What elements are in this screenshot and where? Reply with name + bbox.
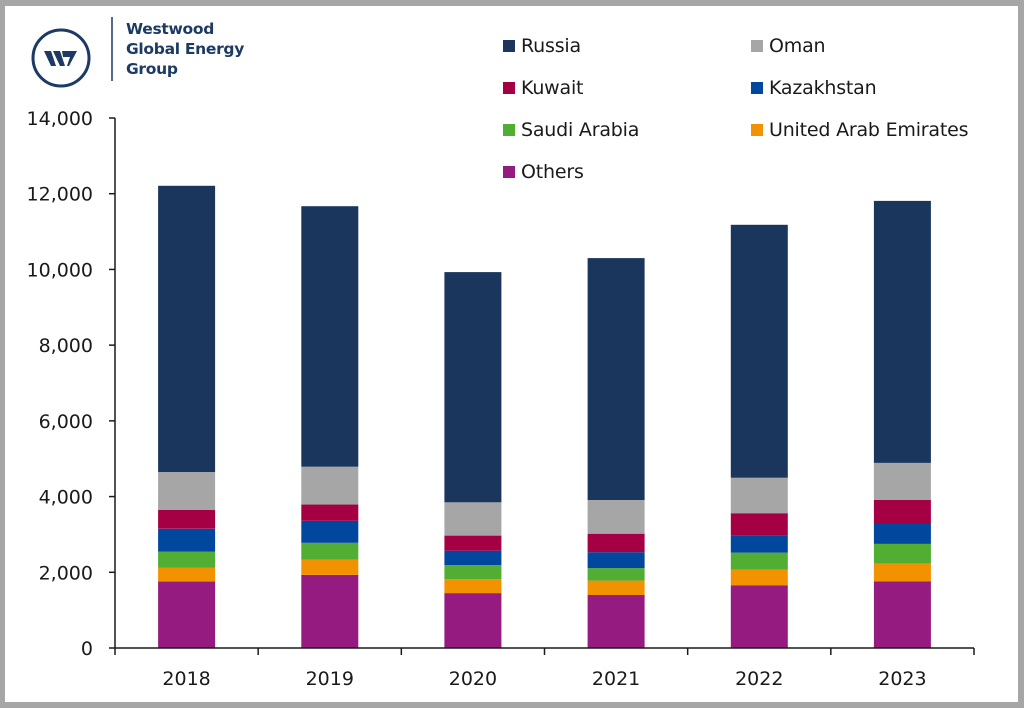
bar-segment-kazakhstan-2022 [730, 535, 788, 553]
bar-segment-russia-2022 [730, 224, 788, 478]
bar-segment-kuwait-2021 [587, 533, 645, 553]
bar-segment-saudi-arabia-2018 [158, 551, 216, 568]
y-tick-label: 4,000 [39, 487, 93, 509]
bar-stack-2022 [730, 224, 788, 648]
bar-segment-united-arab-emirates-2018 [158, 567, 216, 582]
y-tick-label: 10,000 [27, 259, 93, 281]
bar-segment-kuwait-2018 [158, 509, 216, 529]
y-tick-label: 2,000 [39, 562, 93, 584]
bar-segment-kazakhstan-2019 [301, 520, 359, 543]
bar-segment-oman-2023 [873, 462, 931, 500]
westwood-logo-icon [31, 28, 91, 88]
bar-segment-others-2019 [301, 574, 359, 648]
x-tick-label: 2023 [878, 668, 926, 690]
bar-segment-kuwait-2023 [873, 500, 931, 524]
legend-swatch-united-arab-emirates [751, 124, 763, 136]
x-tick-label: 2022 [735, 668, 783, 690]
bar-segment-united-arab-emirates-2019 [301, 559, 359, 575]
legend-item-others: Others [503, 161, 584, 183]
y-tick-label: 6,000 [39, 411, 93, 433]
bar-segment-others-2022 [730, 585, 788, 648]
legend-swatch-russia [503, 40, 515, 52]
bar-segment-saudi-arabia-2023 [873, 543, 931, 564]
bar-segment-others-2023 [873, 581, 931, 648]
bar-segment-united-arab-emirates-2023 [873, 563, 931, 582]
legend-label-saudi-arabia: Saudi Arabia [521, 119, 640, 141]
bar-segment-kazakhstan-2023 [873, 523, 931, 544]
bar-segment-oman-2020 [444, 502, 502, 536]
bars-layer [158, 185, 931, 648]
x-tick-label: 2021 [592, 668, 640, 690]
bar-segment-kuwait-2022 [730, 513, 788, 536]
legend-label-kazakhstan: Kazakhstan [769, 77, 877, 99]
bar-segment-saudi-arabia-2022 [730, 552, 788, 570]
bar-segment-saudi-arabia-2021 [587, 568, 645, 581]
brand-divider [111, 17, 113, 81]
bar-segment-russia-2020 [444, 272, 502, 503]
legend-swatch-others [503, 166, 515, 178]
legend-label-oman: Oman [769, 35, 826, 57]
legend-item-saudi-arabia: Saudi Arabia [503, 119, 639, 141]
brand-name-line-3: Group [126, 60, 178, 78]
bar-segment-kazakhstan-2021 [587, 552, 645, 569]
y-tick-label: 8,000 [39, 335, 93, 357]
legend-swatch-kuwait [503, 82, 515, 94]
bar-segment-others-2018 [158, 581, 216, 648]
bar-segment-kazakhstan-2018 [158, 528, 216, 552]
y-tick-label: 14,000 [27, 108, 93, 130]
bar-segment-united-arab-emirates-2022 [730, 569, 788, 586]
y-tick-label: 0 [81, 638, 93, 660]
bar-segment-saudi-arabia-2020 [444, 565, 502, 580]
brand-name-line-2: Global Energy [126, 40, 245, 58]
brand-name-line-1: Westwood [126, 20, 215, 38]
legend-swatch-oman [751, 40, 763, 52]
bar-segment-oman-2018 [158, 472, 216, 510]
bar-segment-oman-2022 [730, 477, 788, 514]
bar-segment-oman-2019 [301, 466, 359, 505]
legend-item-united-arab-emirates: United Arab Emirates [751, 119, 969, 141]
bar-segment-kazakhstan-2020 [444, 550, 502, 566]
bar-segment-saudi-arabia-2019 [301, 542, 359, 560]
legend-item-kazakhstan: Kazakhstan [751, 77, 877, 99]
legend-item-oman: Oman [751, 35, 826, 57]
legend-label-united-arab-emirates: United Arab Emirates [769, 119, 969, 141]
axes-layer: 0 2,000 4,000 6,000 8,000 10,000 12,000 14,000 2… [27, 108, 975, 690]
x-tick-label: 2019 [306, 668, 354, 690]
legend-swatch-kazakhstan [751, 82, 763, 94]
bar-segment-others-2020 [444, 593, 502, 648]
legend-swatch-saudi-arabia [503, 124, 515, 136]
bar-stack-2023 [873, 200, 931, 648]
bar-segment-russia-2021 [587, 258, 645, 500]
bar-segment-united-arab-emirates-2021 [587, 580, 645, 595]
legend-item-kuwait: Kuwait [503, 77, 583, 99]
bar-stack-2020 [444, 272, 502, 648]
legend-label-russia: Russia [521, 35, 581, 57]
bar-segment-others-2021 [587, 595, 645, 648]
x-tick-label: 2018 [162, 668, 210, 690]
bar-stack-2018 [158, 185, 216, 648]
brand-name: Westwood Global Energy Group [126, 19, 244, 79]
bar-segment-kuwait-2019 [301, 504, 359, 521]
legend-item-russia: Russia [503, 35, 581, 57]
legend-label-others: Others [521, 161, 584, 183]
y-tick-label: 12,000 [27, 184, 93, 206]
bar-segment-oman-2021 [587, 500, 645, 534]
bar-segment-russia-2023 [873, 200, 931, 463]
legend-label-kuwait: Kuwait [521, 77, 584, 99]
bar-stack-2019 [301, 206, 359, 648]
bar-stack-2021 [587, 258, 645, 648]
bar-segment-russia-2018 [158, 185, 216, 473]
x-tick-label: 2020 [449, 668, 497, 690]
bar-segment-united-arab-emirates-2020 [444, 579, 502, 594]
bar-segment-kuwait-2020 [444, 535, 502, 551]
bar-segment-russia-2019 [301, 206, 359, 467]
